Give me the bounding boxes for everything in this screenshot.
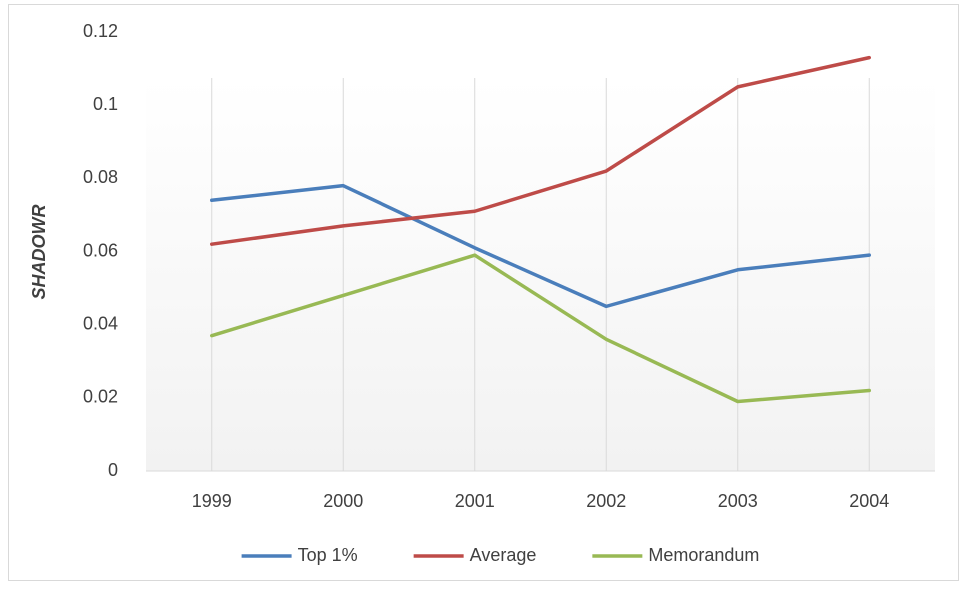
y-tick-label: 0.06 [83, 240, 118, 260]
data-line [210, 183, 871, 309]
x-tick-label: 2002 [586, 491, 626, 511]
legend-label: Top 1% [298, 545, 358, 565]
x-tick-label: 2004 [849, 491, 889, 511]
y-tick-label: 0 [108, 460, 118, 480]
x-tick-label: 2000 [323, 491, 363, 511]
plot-background [146, 78, 935, 471]
y-tick-label: 0.04 [83, 313, 118, 333]
x-tick-label: 2003 [718, 491, 758, 511]
x-tick-label: 2001 [455, 491, 495, 511]
data-line [210, 55, 871, 246]
x-tick-label: 1999 [192, 491, 232, 511]
legend: Top 1% Average Memorandum [241, 545, 759, 565]
data-line [210, 253, 871, 404]
y-axis-title: SHADOWR [29, 205, 49, 300]
y-tick-label: 0.1 [93, 94, 118, 114]
y-tick-label: 0.08 [83, 167, 118, 187]
y-tick-label: 0.12 [83, 21, 118, 41]
legend-label: Average [470, 545, 537, 565]
legend-label: Memorandum [648, 545, 759, 565]
y-tick-label: 0.02 [83, 387, 118, 407]
